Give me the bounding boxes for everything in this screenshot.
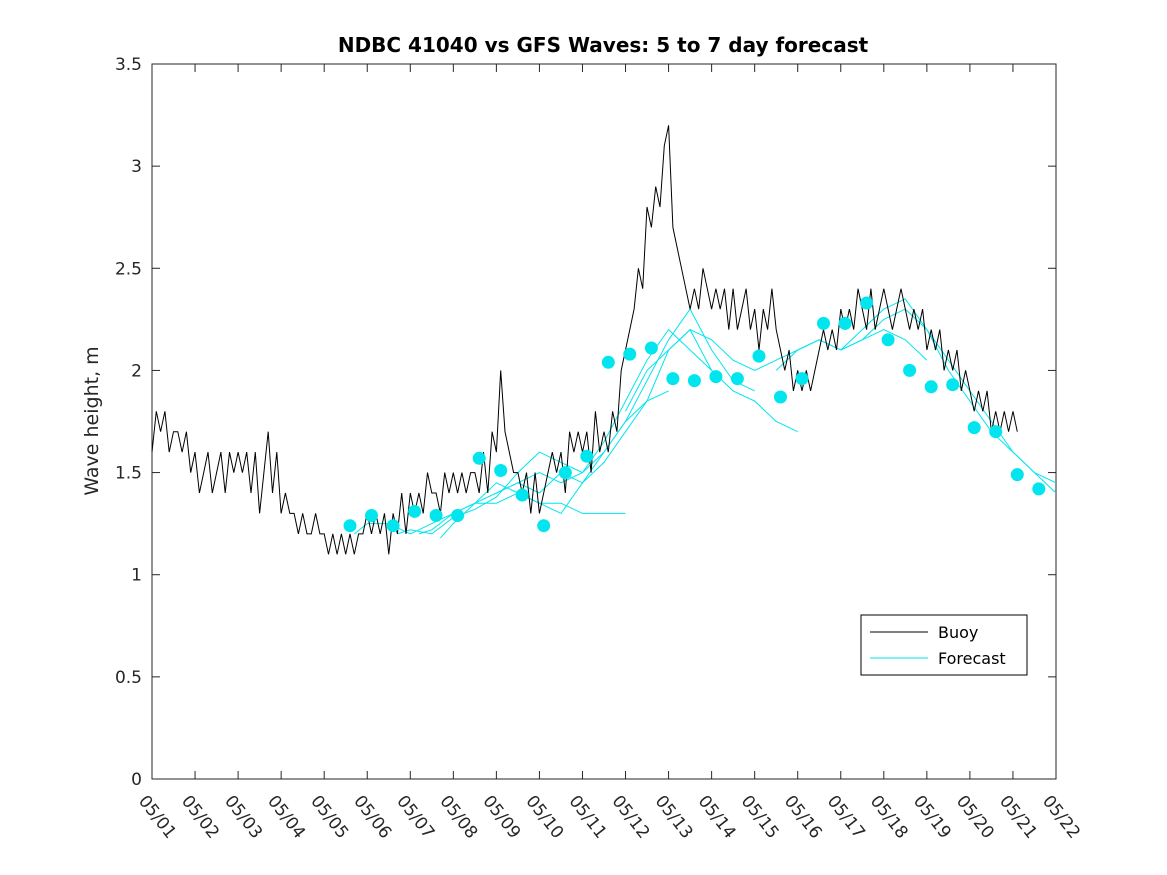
x-tick-label: 05/18 xyxy=(866,792,912,843)
forecast-marker xyxy=(558,466,572,480)
legend-box xyxy=(860,614,1028,676)
forecast-marker xyxy=(903,363,917,377)
x-tick-label: 05/04 xyxy=(263,792,309,843)
forecast-marker xyxy=(408,504,422,518)
axes-box xyxy=(151,63,1057,780)
y-tick-label: 0.5 xyxy=(115,668,142,688)
forecast-marker xyxy=(795,372,809,386)
forecast-marker xyxy=(494,464,508,477)
forecast-marker xyxy=(730,372,744,386)
forecast-marker xyxy=(838,316,852,330)
x-tick-label: 05/19 xyxy=(909,792,955,843)
forecast-marker xyxy=(817,316,830,330)
forecast-marker xyxy=(537,519,551,533)
forecast-marker xyxy=(881,333,895,347)
x-tick-label: 05/14 xyxy=(694,792,740,843)
x-tick-label: 05/05 xyxy=(306,792,352,843)
forecast-marker xyxy=(946,378,960,392)
forecast-line xyxy=(625,329,928,412)
forecast-marker xyxy=(687,374,701,388)
x-tick-label: 05/09 xyxy=(478,792,524,843)
y-tick-label: 1.5 xyxy=(115,464,142,484)
legend-label-buoy: Buoy xyxy=(938,623,978,642)
y-tick-label: 2 xyxy=(131,361,142,381)
forecast-line xyxy=(775,308,1057,484)
forecast-line xyxy=(496,328,798,494)
forecast-line xyxy=(418,328,713,535)
forecast-marker xyxy=(967,421,981,435)
x-tick-label: 05/06 xyxy=(349,792,395,843)
forecast-marker xyxy=(601,355,615,369)
forecast-marker xyxy=(386,519,400,533)
forecast-marker xyxy=(774,390,787,404)
y-axis-label: Wave height, m xyxy=(81,346,103,495)
forecast-marker xyxy=(709,370,723,384)
y-tick-label: 2.5 xyxy=(115,259,142,279)
forecast-marker xyxy=(623,347,637,361)
chart-title: NDBC 41040 vs GFS Waves: 5 to 7 day fore… xyxy=(338,33,869,57)
forecast-marker xyxy=(365,509,378,522)
x-tick-label: 05/12 xyxy=(608,792,654,843)
y-tick-label: 3 xyxy=(131,157,142,177)
x-tick-label: 05/21 xyxy=(995,792,1041,843)
x-tick-label: 05/01 xyxy=(134,792,180,843)
x-tick-label: 05/15 xyxy=(737,792,783,843)
x-tick-label: 05/20 xyxy=(952,792,998,843)
forecast-marker xyxy=(752,349,766,363)
forecast-marker xyxy=(666,372,680,386)
x-tick-label: 05/17 xyxy=(823,792,869,843)
x-tick-label: 05/10 xyxy=(521,792,567,843)
forecast-marker xyxy=(644,341,658,355)
forecast-marker xyxy=(1010,468,1024,482)
forecast-marker xyxy=(924,380,938,394)
x-tick-label: 05/02 xyxy=(177,792,223,843)
x-tick-label: 05/16 xyxy=(780,792,826,843)
x-tick-label: 05/07 xyxy=(392,792,438,843)
y-tick-label: 3.5 xyxy=(115,55,142,75)
x-tick-label: 05/13 xyxy=(651,792,697,843)
forecast-line xyxy=(840,298,1057,494)
forecast-marker xyxy=(989,425,1003,439)
x-tick-label: 05/11 xyxy=(565,792,611,843)
forecast-marker xyxy=(580,449,594,463)
y-tick-label: 1 xyxy=(131,566,142,586)
x-tick-label: 05/22 xyxy=(1038,792,1084,843)
plot-area: 00.511.522.533.505/0105/0205/0305/0405/0… xyxy=(115,55,1084,843)
x-tick-label: 05/08 xyxy=(435,792,481,843)
forecast-marker xyxy=(472,451,486,465)
legend-label-forecast: Forecast xyxy=(938,649,1006,668)
legend: Buoy Forecast xyxy=(860,614,1028,676)
y-tick-label: 0 xyxy=(131,770,142,790)
forecast-marker xyxy=(515,488,529,502)
buoy-line xyxy=(151,125,1018,555)
x-tick-label: 05/03 xyxy=(220,792,266,843)
forecast-marker xyxy=(451,509,465,522)
forecast-marker xyxy=(860,296,874,310)
forecast-marker xyxy=(429,509,443,522)
forecast-line xyxy=(440,308,755,539)
forecast-marker xyxy=(343,519,357,533)
forecast-marker xyxy=(1032,482,1046,496)
